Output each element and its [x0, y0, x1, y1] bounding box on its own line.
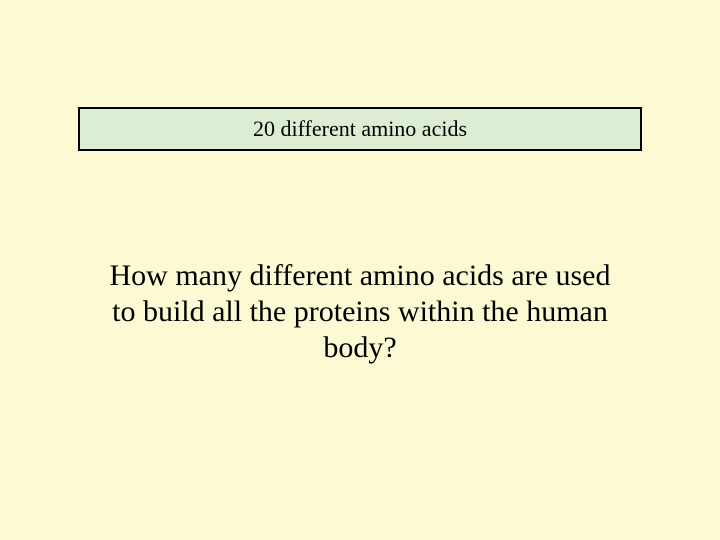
- answer-box: 20 different amino acids: [78, 107, 642, 151]
- question-text: How many different amino acids are used …: [100, 258, 620, 366]
- answer-text: 20 different amino acids: [253, 116, 467, 142]
